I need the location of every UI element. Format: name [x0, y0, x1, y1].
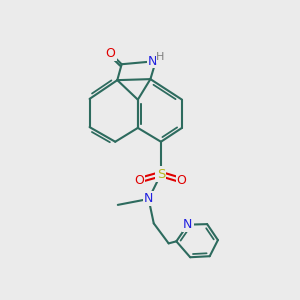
Text: N: N [148, 55, 158, 68]
Text: S: S [157, 168, 165, 181]
Text: N: N [144, 193, 153, 206]
Text: O: O [106, 47, 116, 60]
Text: H: H [156, 52, 165, 62]
Text: N: N [183, 218, 193, 231]
Text: O: O [134, 174, 144, 187]
Text: O: O [176, 174, 186, 187]
